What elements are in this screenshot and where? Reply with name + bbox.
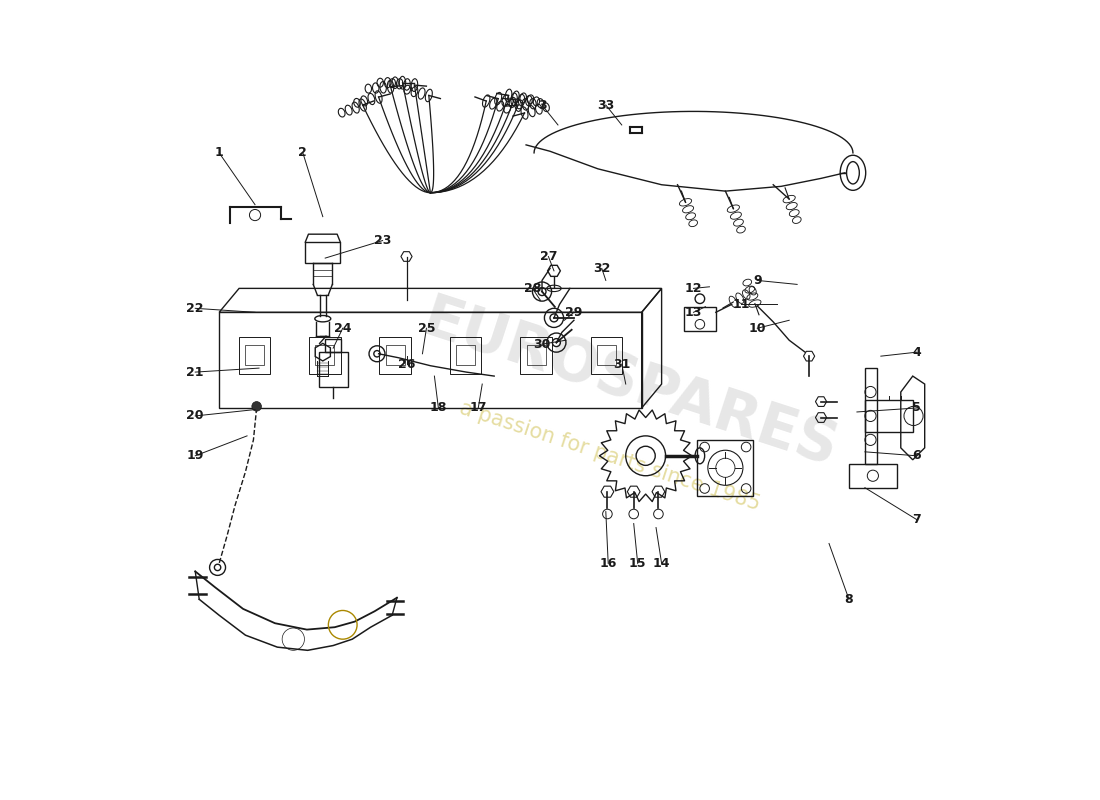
Circle shape: [252, 402, 262, 411]
Bar: [456, 346, 475, 366]
Bar: [697, 440, 754, 496]
Text: 1: 1: [214, 146, 223, 159]
Text: 5: 5: [912, 402, 921, 414]
Text: a passion for parts since 1985: a passion for parts since 1985: [456, 398, 762, 514]
Text: 14: 14: [653, 557, 670, 570]
Text: 11: 11: [733, 298, 750, 311]
Text: 12: 12: [684, 282, 702, 295]
Text: 30: 30: [534, 338, 551, 350]
Text: 2: 2: [298, 146, 307, 159]
Text: 31: 31: [613, 358, 630, 370]
Text: 32: 32: [593, 262, 611, 275]
Bar: [684, 306, 716, 330]
Text: 28: 28: [524, 282, 541, 295]
Bar: [319, 352, 348, 387]
Bar: [219, 312, 641, 408]
Text: 3: 3: [538, 98, 547, 111]
Bar: [309, 337, 341, 374]
Text: 4: 4: [912, 346, 921, 358]
Bar: [597, 346, 616, 366]
Text: 16: 16: [600, 557, 617, 570]
Text: 10: 10: [748, 322, 766, 334]
Text: 6: 6: [912, 450, 921, 462]
Text: 27: 27: [540, 250, 558, 263]
Bar: [520, 337, 552, 374]
Text: 7: 7: [912, 513, 921, 526]
Text: 19: 19: [187, 450, 204, 462]
Text: 17: 17: [470, 402, 487, 414]
Text: 33: 33: [597, 98, 615, 111]
Text: 13: 13: [685, 306, 702, 319]
Bar: [316, 346, 334, 366]
Text: 8: 8: [845, 593, 854, 606]
Bar: [239, 337, 271, 374]
Text: 24: 24: [334, 322, 352, 334]
Text: 26: 26: [398, 358, 415, 370]
Text: 20: 20: [187, 410, 204, 422]
Bar: [450, 337, 482, 374]
Bar: [326, 339, 341, 352]
Bar: [591, 337, 623, 374]
Text: 15: 15: [629, 557, 647, 570]
Bar: [386, 346, 405, 366]
Text: 9: 9: [754, 274, 761, 287]
Text: EUROSPARES: EUROSPARES: [415, 290, 845, 478]
Text: 25: 25: [418, 322, 436, 334]
Text: 23: 23: [374, 234, 392, 247]
Text: 22: 22: [187, 302, 204, 315]
Bar: [527, 346, 546, 366]
Bar: [379, 337, 411, 374]
Text: 21: 21: [187, 366, 204, 378]
Text: 18: 18: [430, 402, 447, 414]
Text: 29: 29: [565, 306, 583, 319]
Bar: [245, 346, 264, 366]
